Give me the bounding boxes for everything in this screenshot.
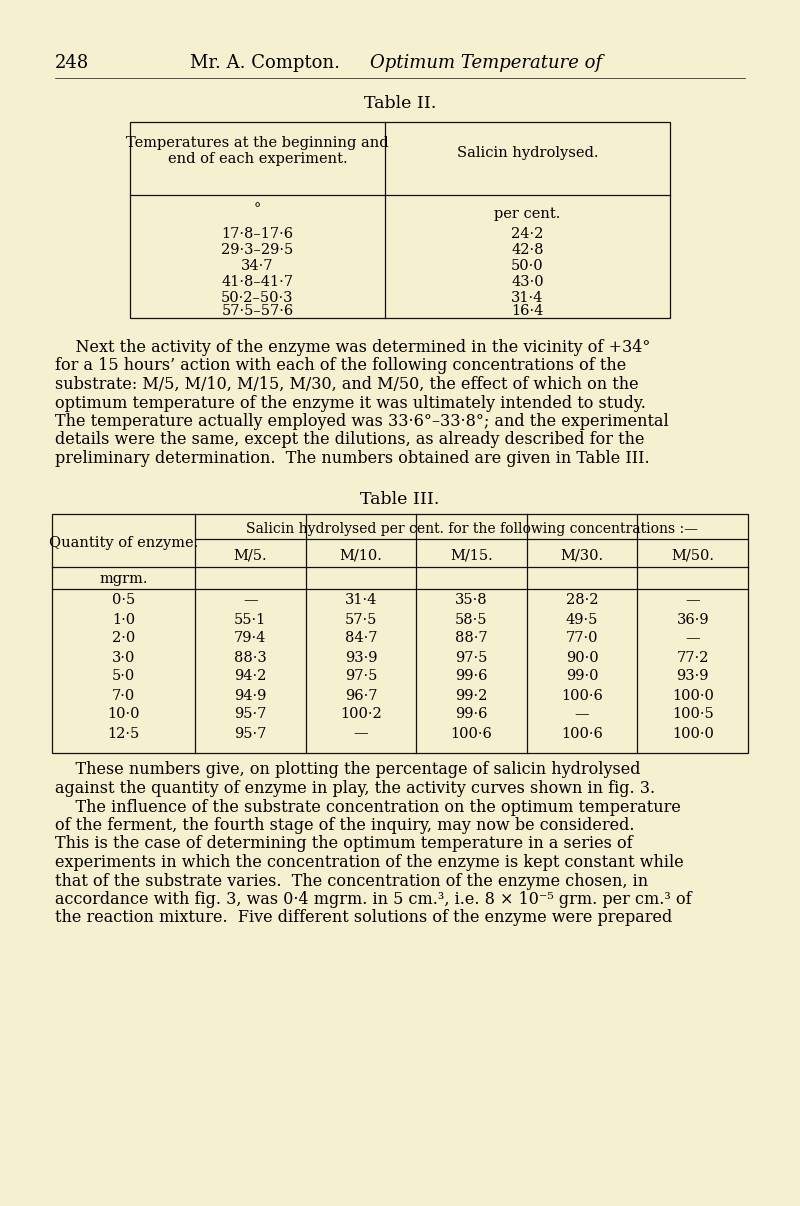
Text: 31·4: 31·4 <box>345 593 377 608</box>
Text: 95·7: 95·7 <box>234 708 266 721</box>
Text: 29·3–29·5: 29·3–29·5 <box>222 242 294 257</box>
Text: 99·6: 99·6 <box>455 669 488 684</box>
Text: Next the activity of the enzyme was determined in the vicinity of +34°: Next the activity of the enzyme was dete… <box>55 339 650 356</box>
Text: 50·2–50·3: 50·2–50·3 <box>222 291 294 305</box>
Text: M/15.: M/15. <box>450 549 493 562</box>
Text: Mr. A. Compton.: Mr. A. Compton. <box>190 54 340 72</box>
Text: 77·0: 77·0 <box>566 632 598 645</box>
Text: per cent.: per cent. <box>494 207 561 221</box>
Text: 99·6: 99·6 <box>455 708 488 721</box>
Text: 90·0: 90·0 <box>566 650 598 665</box>
Text: for a 15 hours’ action with each of the following concentrations of the: for a 15 hours’ action with each of the … <box>55 357 626 375</box>
Bar <box>52 514 748 753</box>
Text: M/30.: M/30. <box>561 549 604 562</box>
Text: 36·9: 36·9 <box>676 613 709 626</box>
Text: that of the substrate varies.  The concentration of the enzyme chosen, in: that of the substrate varies. The concen… <box>55 872 648 890</box>
Text: The influence of the substrate concentration on the optimum temperature: The influence of the substrate concentra… <box>55 798 681 815</box>
Text: 31·4: 31·4 <box>511 291 544 305</box>
Text: Table III.: Table III. <box>360 491 440 508</box>
Text: 93·9: 93·9 <box>345 650 377 665</box>
Text: Salicin hydrolysed per cent. for the following concentrations :—: Salicin hydrolysed per cent. for the fol… <box>246 522 698 537</box>
Text: These numbers give, on plotting the percentage of salicin hydrolysed: These numbers give, on plotting the perc… <box>55 761 641 779</box>
Text: Optimum Temperature of: Optimum Temperature of <box>370 54 602 72</box>
Text: 100·0: 100·0 <box>672 726 714 740</box>
Text: This is the case of determining the optimum temperature in a series of: This is the case of determining the opti… <box>55 836 633 853</box>
Text: 84·7: 84·7 <box>345 632 377 645</box>
Text: 97·5: 97·5 <box>455 650 488 665</box>
Text: 16·4: 16·4 <box>511 304 544 318</box>
Text: 94·9: 94·9 <box>234 689 266 703</box>
Text: against the quantity of enzyme in play, the activity curves shown in fig. 3.: against the quantity of enzyme in play, … <box>55 780 655 797</box>
Text: M/10.: M/10. <box>339 549 382 562</box>
Text: 10·0: 10·0 <box>107 708 140 721</box>
Text: 99·2: 99·2 <box>455 689 488 703</box>
Text: Table II.: Table II. <box>364 95 436 112</box>
Text: 17·8–17·6: 17·8–17·6 <box>222 227 294 241</box>
Text: end of each experiment.: end of each experiment. <box>168 152 347 166</box>
Text: 35·8: 35·8 <box>455 593 488 608</box>
Text: 42·8: 42·8 <box>511 242 544 257</box>
Text: 95·7: 95·7 <box>234 726 266 740</box>
Text: the reaction mixture.  Five different solutions of the enzyme were prepared: the reaction mixture. Five different sol… <box>55 909 672 926</box>
Text: 97·5: 97·5 <box>345 669 377 684</box>
Text: 100·6: 100·6 <box>450 726 493 740</box>
Text: 96·7: 96·7 <box>345 689 377 703</box>
Text: 93·9: 93·9 <box>677 669 709 684</box>
Text: 100·6: 100·6 <box>561 689 603 703</box>
Text: 55·1: 55·1 <box>234 613 266 626</box>
Text: 100·0: 100·0 <box>672 689 714 703</box>
Text: 12·5: 12·5 <box>107 726 140 740</box>
Text: Salicin hydrolysed.: Salicin hydrolysed. <box>457 146 598 160</box>
Text: 49·5: 49·5 <box>566 613 598 626</box>
Text: 2·0: 2·0 <box>112 632 135 645</box>
Text: M/50.: M/50. <box>671 549 714 562</box>
Text: details were the same, except the dilutions, as already described for the: details were the same, except the diluti… <box>55 432 645 449</box>
Text: 57·5: 57·5 <box>345 613 377 626</box>
Text: substrate: M/5, M/10, M/15, M/30, and M/50, the effect of which on the: substrate: M/5, M/10, M/15, M/30, and M/… <box>55 376 638 393</box>
Text: M/5.: M/5. <box>234 549 267 562</box>
Text: —: — <box>243 593 258 608</box>
Text: 50·0: 50·0 <box>511 259 544 273</box>
Text: 99·0: 99·0 <box>566 669 598 684</box>
Text: —: — <box>686 593 700 608</box>
Text: 41·8–41·7: 41·8–41·7 <box>222 275 294 289</box>
Text: 248: 248 <box>55 54 90 72</box>
Text: 5·0: 5·0 <box>112 669 135 684</box>
Text: 57·5–57·6: 57·5–57·6 <box>222 304 294 318</box>
Text: optimum temperature of the enzyme it was ultimately intended to study.: optimum temperature of the enzyme it was… <box>55 394 646 411</box>
Text: 77·2: 77·2 <box>677 650 709 665</box>
Text: 3·0: 3·0 <box>112 650 135 665</box>
Text: 79·4: 79·4 <box>234 632 266 645</box>
Text: 24·2: 24·2 <box>511 227 544 241</box>
Text: 34·7: 34·7 <box>242 259 274 273</box>
Text: —: — <box>354 726 368 740</box>
Text: 100·6: 100·6 <box>561 726 603 740</box>
Text: 7·0: 7·0 <box>112 689 135 703</box>
Text: preliminary determination.  The numbers obtained are given in Table III.: preliminary determination. The numbers o… <box>55 450 650 467</box>
Text: 100·2: 100·2 <box>340 708 382 721</box>
Text: 0·5: 0·5 <box>112 593 135 608</box>
Text: The temperature actually employed was 33·6°–33·8°; and the experimental: The temperature actually employed was 33… <box>55 412 669 431</box>
Text: 88·3: 88·3 <box>234 650 266 665</box>
Text: 94·2: 94·2 <box>234 669 266 684</box>
Text: 43·0: 43·0 <box>511 275 544 289</box>
Text: —: — <box>686 632 700 645</box>
Text: °: ° <box>254 201 261 216</box>
Bar <box>130 122 670 318</box>
Text: mgrm.: mgrm. <box>99 573 148 586</box>
Text: accordance with fig. 3, was 0·4 mgrm. in 5 cm.³, i.e. 8 × 10⁻⁵ grm. per cm.³ of: accordance with fig. 3, was 0·4 mgrm. in… <box>55 891 692 908</box>
Text: Quantity of enzyme.: Quantity of enzyme. <box>49 535 198 550</box>
Text: 1·0: 1·0 <box>112 613 135 626</box>
Text: 28·2: 28·2 <box>566 593 598 608</box>
Text: of the ferment, the fourth stage of the inquiry, may now be considered.: of the ferment, the fourth stage of the … <box>55 816 634 835</box>
Text: Temperatures at the beginning and: Temperatures at the beginning and <box>126 136 389 150</box>
Text: 100·5: 100·5 <box>672 708 714 721</box>
Text: experiments in which the concentration of the enzyme is kept constant while: experiments in which the concentration o… <box>55 854 684 871</box>
Text: 88·7: 88·7 <box>455 632 488 645</box>
Text: 58·5: 58·5 <box>455 613 488 626</box>
Text: —: — <box>574 708 590 721</box>
